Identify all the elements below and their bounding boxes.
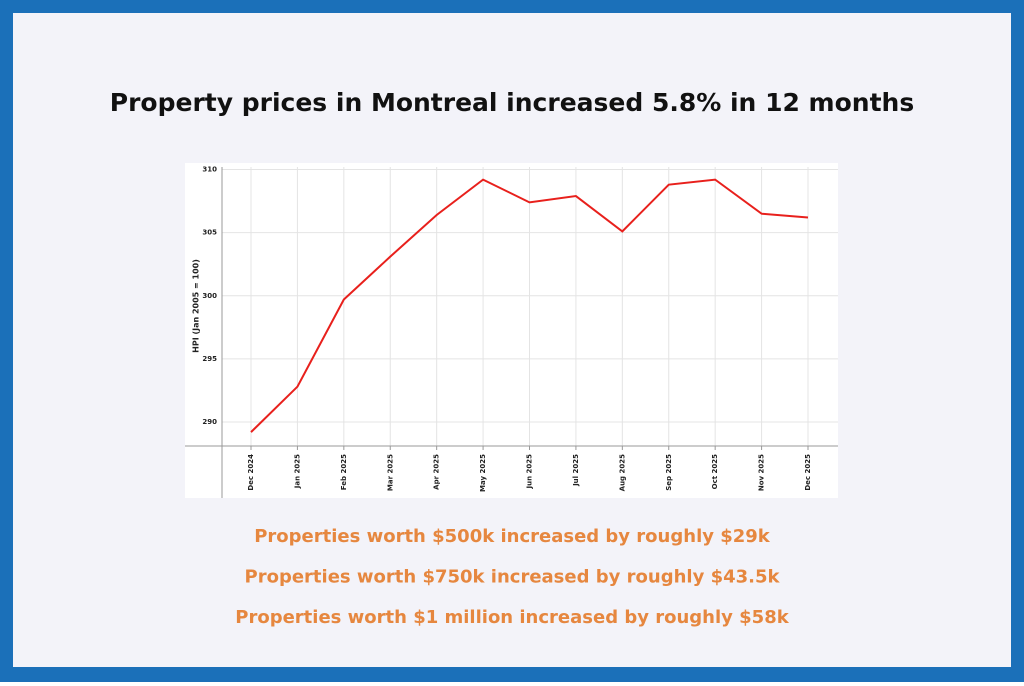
y-tick-label: 305	[202, 229, 217, 237]
x-tick-label: Apr 2025	[433, 454, 441, 490]
x-tick-label: Aug 2025	[618, 454, 626, 491]
annotation: Properties worth $500k increased by roug…	[254, 526, 771, 547]
y-tick-label: 310	[202, 166, 217, 174]
data-line	[250, 178, 809, 433]
y-axis-label: HPI (Jan 2005 = 100)	[192, 259, 201, 353]
y-tick-label: 295	[202, 355, 217, 363]
annotation: Properties worth $1 million increased by…	[235, 607, 789, 628]
x-tick-label: Nov 2025	[758, 454, 766, 491]
x-tick-label: Sep 2025	[665, 454, 673, 491]
x-tick-label: Feb 2025	[340, 454, 348, 490]
x-tick-label: Jul 2025	[572, 454, 580, 487]
y-tick-label: 290	[202, 418, 217, 426]
x-tick-label: Dec 2025	[804, 454, 812, 491]
chart-title: Property prices in Montreal increased 5.…	[110, 88, 914, 117]
chart-panel	[185, 163, 838, 498]
x-tick-label: Jun 2025	[526, 454, 534, 490]
x-tick-label: Mar 2025	[386, 454, 394, 491]
y-tick-label: 300	[202, 292, 217, 300]
x-tick-label: Jan 2025	[293, 454, 301, 489]
annotation: Properties worth $750k increased by roug…	[245, 567, 781, 588]
x-tick-label: May 2025	[479, 454, 487, 492]
x-tick-label: Oct 2025	[711, 454, 719, 489]
x-tick-label: Dec 2024	[247, 454, 255, 491]
